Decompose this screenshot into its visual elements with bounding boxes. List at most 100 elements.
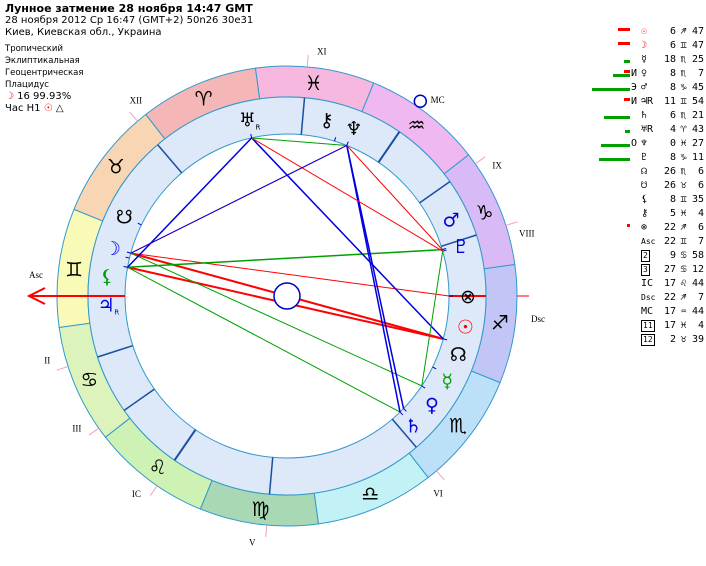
house-label-viii: VIII <box>519 228 535 238</box>
south-node-icon: ☋ <box>116 207 133 229</box>
house-cusp-line <box>300 97 306 135</box>
mars-icon: ♂ <box>442 209 459 231</box>
degree: 18 <box>664 54 676 65</box>
pluto-position-tick <box>442 249 447 252</box>
minutes: 47 <box>691 26 704 37</box>
strength-bar-green <box>601 144 630 147</box>
minutes: 6 <box>697 166 704 177</box>
house-label-ic: IC <box>132 489 141 499</box>
sign-glyph: ♑ <box>680 152 687 163</box>
degree: 8 <box>669 82 676 93</box>
moon-phase: 16 99.93% <box>17 91 72 102</box>
north-node-icon: ☊ <box>450 344 467 366</box>
zodiac-setting: Тропический <box>5 44 63 54</box>
gemini-icon: ♊ <box>65 257 83 281</box>
body-glyph: ⚸ <box>641 194 649 205</box>
minutes: 44 <box>691 306 704 317</box>
house-cusp-tick <box>474 156 486 165</box>
house-cusp-tick <box>149 485 158 496</box>
body-glyph: 3 <box>641 264 650 276</box>
chiron-icon: ⚷ <box>320 109 334 131</box>
fortune-icon: ⊗ <box>460 286 476 308</box>
capricorn-icon: ♑ <box>476 201 494 225</box>
house-cusp-tick <box>265 525 268 538</box>
sign-glyph: ♏ <box>680 110 687 121</box>
degree: 6 <box>669 26 676 37</box>
aspect-line-jupiter-mars <box>127 248 443 269</box>
scorpio-icon: ♏ <box>449 413 467 437</box>
degree: 27 <box>664 264 676 275</box>
aspect-line-uranus-sun <box>251 137 444 340</box>
body-glyph: MC <box>641 306 654 317</box>
degree: 8 <box>669 194 676 205</box>
sign-glyph: ♏ <box>680 68 687 79</box>
table-row: Э ♂ 8 ♑ 45 <box>570 81 706 95</box>
degree: 17 <box>664 320 676 331</box>
minutes: 43 <box>691 124 704 135</box>
sun-icon: ☉ <box>43 103 53 114</box>
strength-bar-green <box>592 88 630 91</box>
sun-icon: ☉ <box>457 317 474 339</box>
degree: 22 <box>664 222 676 233</box>
degree: 8 <box>669 152 676 163</box>
dignity-marker: И <box>631 68 638 79</box>
chart-title: Лунное затмение 28 ноября 14:47 GMT <box>5 2 253 15</box>
sign-glyph: ♋ <box>680 264 687 275</box>
table-row: Dsc 22 ♐ 7 <box>570 291 706 305</box>
table-row: ⚷ 5 ♓ 4 <box>570 207 706 221</box>
degree: 11 <box>664 96 676 107</box>
coordinate-setting: Эклиптикальная <box>5 56 80 66</box>
aspect-line-neptune-mars <box>346 145 443 250</box>
house-cusp-tick <box>306 54 309 67</box>
table-row: ♄ 6 ♏ 21 <box>570 109 706 123</box>
minutes: 25 <box>691 54 704 65</box>
house-label-vi: VI <box>433 489 443 499</box>
degree: 22 <box>664 236 676 247</box>
house-label-asc: Asc <box>29 270 43 280</box>
asc-arrowhead-icon <box>26 287 46 305</box>
body-glyph: ♂ <box>641 82 648 93</box>
strength-bar-green <box>599 158 630 161</box>
minutes: 35 <box>691 194 704 205</box>
sign-glyph: ♊ <box>680 194 687 205</box>
aspect-line-jupiter-saturn <box>127 266 401 413</box>
degree: 22 <box>664 292 676 303</box>
degree: 8 <box>669 68 676 79</box>
minutes: 4 <box>697 208 704 219</box>
table-row: 2 9 ♋ 58 <box>570 249 706 263</box>
minutes: 54 <box>691 96 704 107</box>
sun-position-tick <box>443 338 448 341</box>
strength-bar-red <box>627 224 630 227</box>
house-cusp-tick <box>436 470 445 481</box>
house-label-mc: MC <box>431 95 445 105</box>
lilith-position-tick <box>125 256 130 259</box>
house-label-xii: XII <box>130 95 143 105</box>
sign-glyph: ♓ <box>680 208 687 219</box>
degree: 5 <box>669 208 676 219</box>
north-node-position-tick <box>432 366 437 370</box>
house-label-v: V <box>249 538 256 548</box>
sign-glyph: ♊ <box>680 40 687 51</box>
sign-glyph: ♓ <box>680 138 687 149</box>
house-label-xi: XI <box>317 46 327 56</box>
sign-glyph: ♐ <box>680 222 687 233</box>
minutes: 27 <box>691 138 704 149</box>
house-label-ii: II <box>44 356 50 366</box>
body-glyph: Asc <box>641 237 656 246</box>
strength-bar-green <box>604 116 630 119</box>
chart-location: Киев, Киевская обл., Украина <box>5 27 162 38</box>
body-glyph: 2 <box>641 250 650 262</box>
house-cusp-line <box>123 388 155 411</box>
neptune-icon: ♆ <box>345 118 362 140</box>
south-node-position-tick <box>137 222 142 226</box>
virgo-icon: ♍ <box>251 497 269 521</box>
table-row: ☽ 6 ♊ 47 <box>570 39 706 53</box>
house-cusp-tick <box>88 427 100 436</box>
table-row: И ♀ 8 ♏ 7 <box>570 67 706 81</box>
minutes: 11 <box>691 152 704 163</box>
table-row: И ♃R 11 ♊ 54 <box>570 95 706 109</box>
body-glyph: ☿ <box>641 54 648 65</box>
pisces-icon: ♓ <box>305 71 323 95</box>
body-glyph: ♃R <box>641 96 654 107</box>
